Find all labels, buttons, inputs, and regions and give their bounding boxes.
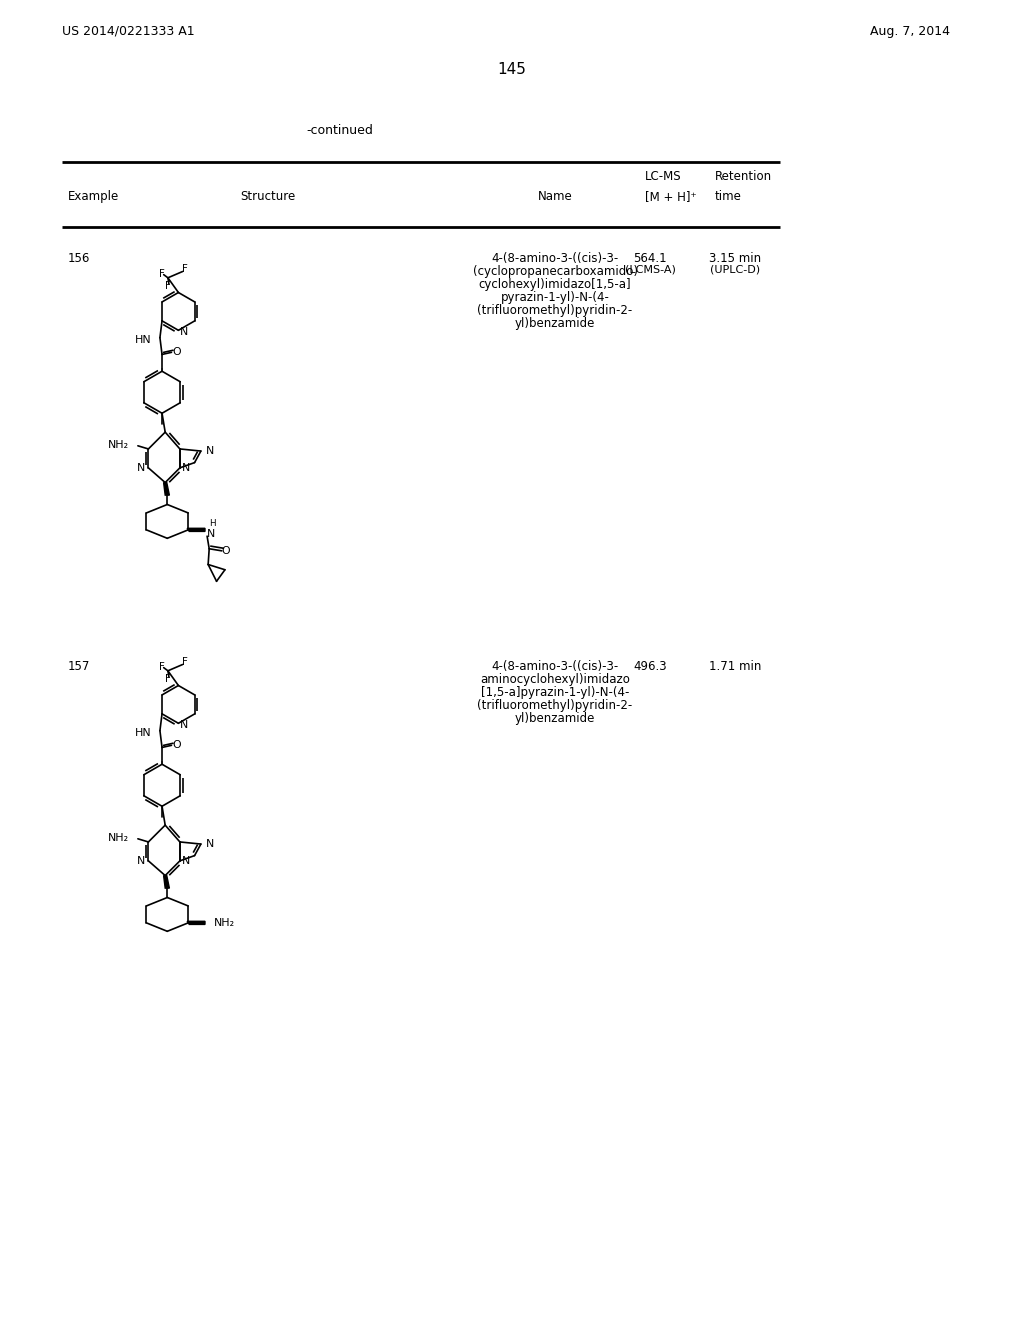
Text: N: N [137, 463, 145, 473]
Text: HN: HN [135, 727, 152, 738]
Text: NH₂: NH₂ [213, 917, 234, 928]
Text: 496.3: 496.3 [633, 660, 667, 673]
Text: HN: HN [135, 335, 152, 345]
Text: 4-(8-amino-3-((cis)-3-: 4-(8-amino-3-((cis)-3- [492, 660, 618, 673]
Text: O: O [172, 741, 181, 750]
Text: N: N [206, 840, 214, 849]
Text: F: F [165, 281, 171, 292]
Text: N: N [207, 529, 215, 539]
Polygon shape [164, 875, 169, 888]
Text: F: F [159, 661, 165, 672]
Text: (UPLC-D): (UPLC-D) [710, 265, 760, 275]
Text: pyrazin-1-yl)-N-(4-: pyrazin-1-yl)-N-(4- [501, 290, 609, 304]
Text: O: O [221, 546, 230, 556]
Text: Retention: Retention [715, 170, 772, 183]
Text: [1,5-a]pyrazin-1-yl)-N-(4-: [1,5-a]pyrazin-1-yl)-N-(4- [481, 686, 629, 700]
Text: LC-MS: LC-MS [645, 170, 682, 183]
Text: N: N [179, 719, 187, 730]
Text: 157: 157 [68, 660, 90, 673]
Polygon shape [187, 921, 205, 924]
Text: 145: 145 [498, 62, 526, 77]
Text: Aug. 7, 2014: Aug. 7, 2014 [870, 25, 950, 38]
Text: yl)benzamide: yl)benzamide [515, 317, 595, 330]
Text: O: O [172, 347, 181, 358]
Text: Structure: Structure [240, 190, 295, 203]
Text: 564.1: 564.1 [633, 252, 667, 265]
Text: [M + H]⁺: [M + H]⁺ [645, 190, 696, 203]
Text: cyclohexyl)imidazo[1,5-a]: cyclohexyl)imidazo[1,5-a] [478, 279, 632, 290]
Text: N: N [206, 446, 214, 455]
Text: 3.15 min: 3.15 min [709, 252, 761, 265]
Text: (trifluoromethyl)pyridin-2-: (trifluoromethyl)pyridin-2- [477, 304, 633, 317]
Text: N: N [182, 855, 190, 866]
Text: NH₂: NH₂ [109, 833, 129, 842]
Text: yl)benzamide: yl)benzamide [515, 711, 595, 725]
Text: time: time [715, 190, 741, 203]
Polygon shape [164, 483, 169, 495]
Text: (cyclopropanecarboxamido): (cyclopropanecarboxamido) [472, 265, 638, 279]
Text: F: F [182, 264, 187, 275]
Polygon shape [187, 528, 205, 532]
Text: F: F [159, 268, 165, 279]
Text: aminocyclohexyl)imidazo: aminocyclohexyl)imidazo [480, 673, 630, 686]
Text: 4-(8-amino-3-((cis)-3-: 4-(8-amino-3-((cis)-3- [492, 252, 618, 265]
Text: (trifluoromethyl)pyridin-2-: (trifluoromethyl)pyridin-2- [477, 700, 633, 711]
Text: Name: Name [538, 190, 572, 203]
Text: N: N [179, 327, 187, 337]
Text: 1.71 min: 1.71 min [709, 660, 761, 673]
Text: Example: Example [68, 190, 119, 203]
Text: -continued: -continued [306, 124, 374, 137]
Text: NH₂: NH₂ [109, 440, 129, 450]
Text: N: N [137, 855, 145, 866]
Text: N: N [182, 463, 190, 473]
Text: US 2014/0221333 A1: US 2014/0221333 A1 [62, 25, 195, 38]
Text: F: F [182, 657, 187, 668]
Text: (LCMS-A): (LCMS-A) [625, 265, 676, 275]
Text: 156: 156 [68, 252, 90, 265]
Text: F: F [165, 675, 171, 684]
Text: H: H [209, 519, 216, 528]
